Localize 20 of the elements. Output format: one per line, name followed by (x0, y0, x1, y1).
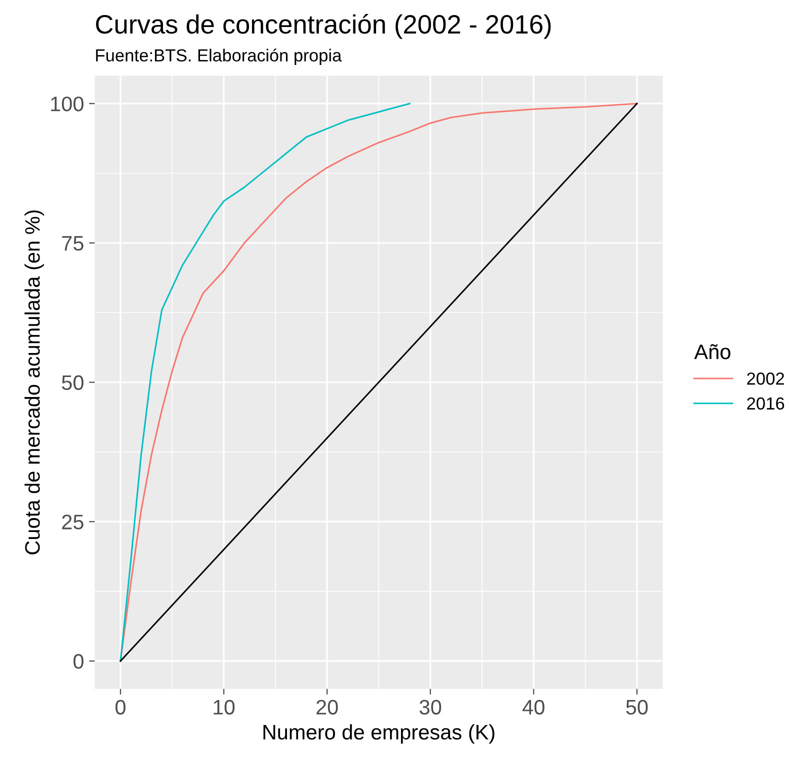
legend-label: 2016 (747, 397, 784, 410)
line-series (120, 102, 638, 662)
y-tick-label: 50 (62, 375, 84, 390)
x-tick-label: 40 (522, 700, 544, 715)
y-axis-title: Cuota de mercado acumulada (en %) (24, 210, 44, 554)
x-tick-label: 30 (420, 700, 442, 715)
x-tick-label: 10 (214, 700, 235, 715)
x-tick-label: 50 (626, 700, 648, 715)
legend-title: Año (694, 344, 730, 360)
y-tick-label: 25 (62, 514, 84, 530)
y-tick-label: 0 (73, 654, 84, 669)
y-tick-label: 100 (51, 96, 84, 112)
y-tick-label: 75 (62, 236, 84, 251)
line-series (120, 102, 410, 662)
chart-subtitle: Fuente:BTS. Elaboración propia (96, 48, 342, 65)
legend-label: 2002 (747, 372, 784, 385)
x-tick-label: 20 (316, 700, 338, 715)
x-tick-label: 0 (116, 700, 126, 715)
chart-title: Curvas de concentración (2002 - 2016) (96, 14, 551, 39)
x-axis-title: Numero de empresas (K) (264, 724, 494, 744)
